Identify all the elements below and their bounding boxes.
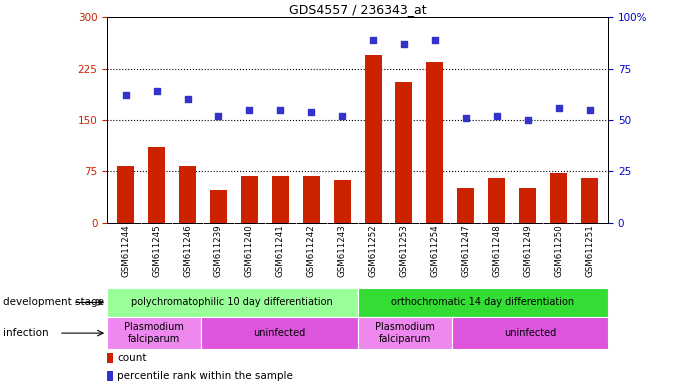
Text: GSM611243: GSM611243: [338, 225, 347, 277]
Point: [491, 113, 502, 119]
Text: Plasmodium
falciparum: Plasmodium falciparum: [124, 322, 184, 344]
Point: [275, 107, 286, 113]
Bar: [107, 317, 201, 349]
Text: GSM611244: GSM611244: [121, 225, 130, 277]
Text: development stage: development stage: [3, 297, 104, 308]
Bar: [519, 189, 536, 223]
Text: percentile rank within the sample: percentile rank within the sample: [117, 371, 293, 381]
Bar: [210, 190, 227, 223]
Text: GSM611246: GSM611246: [183, 225, 192, 277]
Text: uninfected: uninfected: [504, 328, 556, 338]
Point: [182, 96, 193, 103]
Point: [244, 107, 255, 113]
Bar: [358, 288, 608, 317]
Text: GSM611245: GSM611245: [152, 225, 161, 277]
Point: [429, 37, 440, 43]
Bar: [303, 176, 320, 223]
Point: [337, 113, 348, 119]
Point: [553, 104, 564, 111]
Bar: [451, 317, 608, 349]
Text: GSM611254: GSM611254: [430, 225, 439, 277]
Point: [120, 92, 131, 98]
Title: GDS4557 / 236343_at: GDS4557 / 236343_at: [289, 3, 426, 16]
Bar: [550, 173, 567, 223]
Text: GSM611251: GSM611251: [585, 225, 594, 277]
Point: [522, 117, 533, 123]
Text: GSM611241: GSM611241: [276, 225, 285, 277]
Point: [213, 113, 224, 119]
Bar: [107, 288, 358, 317]
Text: GSM611252: GSM611252: [368, 225, 377, 277]
Point: [305, 109, 316, 115]
Bar: [201, 317, 358, 349]
Text: GSM611253: GSM611253: [399, 225, 408, 277]
Bar: [581, 178, 598, 223]
Bar: [395, 82, 413, 223]
Text: infection: infection: [3, 328, 49, 338]
Point: [368, 37, 379, 43]
Text: Plasmodium
falciparum: Plasmodium falciparum: [375, 322, 435, 344]
Bar: [426, 62, 444, 223]
Bar: [365, 55, 381, 223]
Text: uninfected: uninfected: [253, 328, 305, 338]
Bar: [457, 189, 474, 223]
Bar: [358, 317, 451, 349]
Text: GSM611247: GSM611247: [462, 225, 471, 277]
Bar: [179, 166, 196, 223]
Point: [584, 107, 595, 113]
Text: orthochromatic 14 day differentiation: orthochromatic 14 day differentiation: [391, 297, 574, 308]
Point: [460, 115, 471, 121]
Bar: [107, 371, 113, 381]
Bar: [107, 353, 113, 362]
Text: GSM611250: GSM611250: [554, 225, 563, 277]
Point: [399, 41, 410, 47]
Bar: [241, 176, 258, 223]
Text: GSM611242: GSM611242: [307, 225, 316, 277]
Bar: [117, 166, 134, 223]
Bar: [334, 180, 350, 223]
Text: GSM611249: GSM611249: [523, 225, 532, 277]
Text: GSM611248: GSM611248: [492, 225, 501, 277]
Bar: [148, 147, 165, 223]
Bar: [489, 178, 505, 223]
Text: count: count: [117, 353, 146, 363]
Text: GSM611240: GSM611240: [245, 225, 254, 277]
Text: polychromatophilic 10 day differentiation: polychromatophilic 10 day differentiatio…: [131, 297, 333, 308]
Text: GSM611239: GSM611239: [214, 225, 223, 277]
Point: [151, 88, 162, 94]
Bar: [272, 176, 289, 223]
